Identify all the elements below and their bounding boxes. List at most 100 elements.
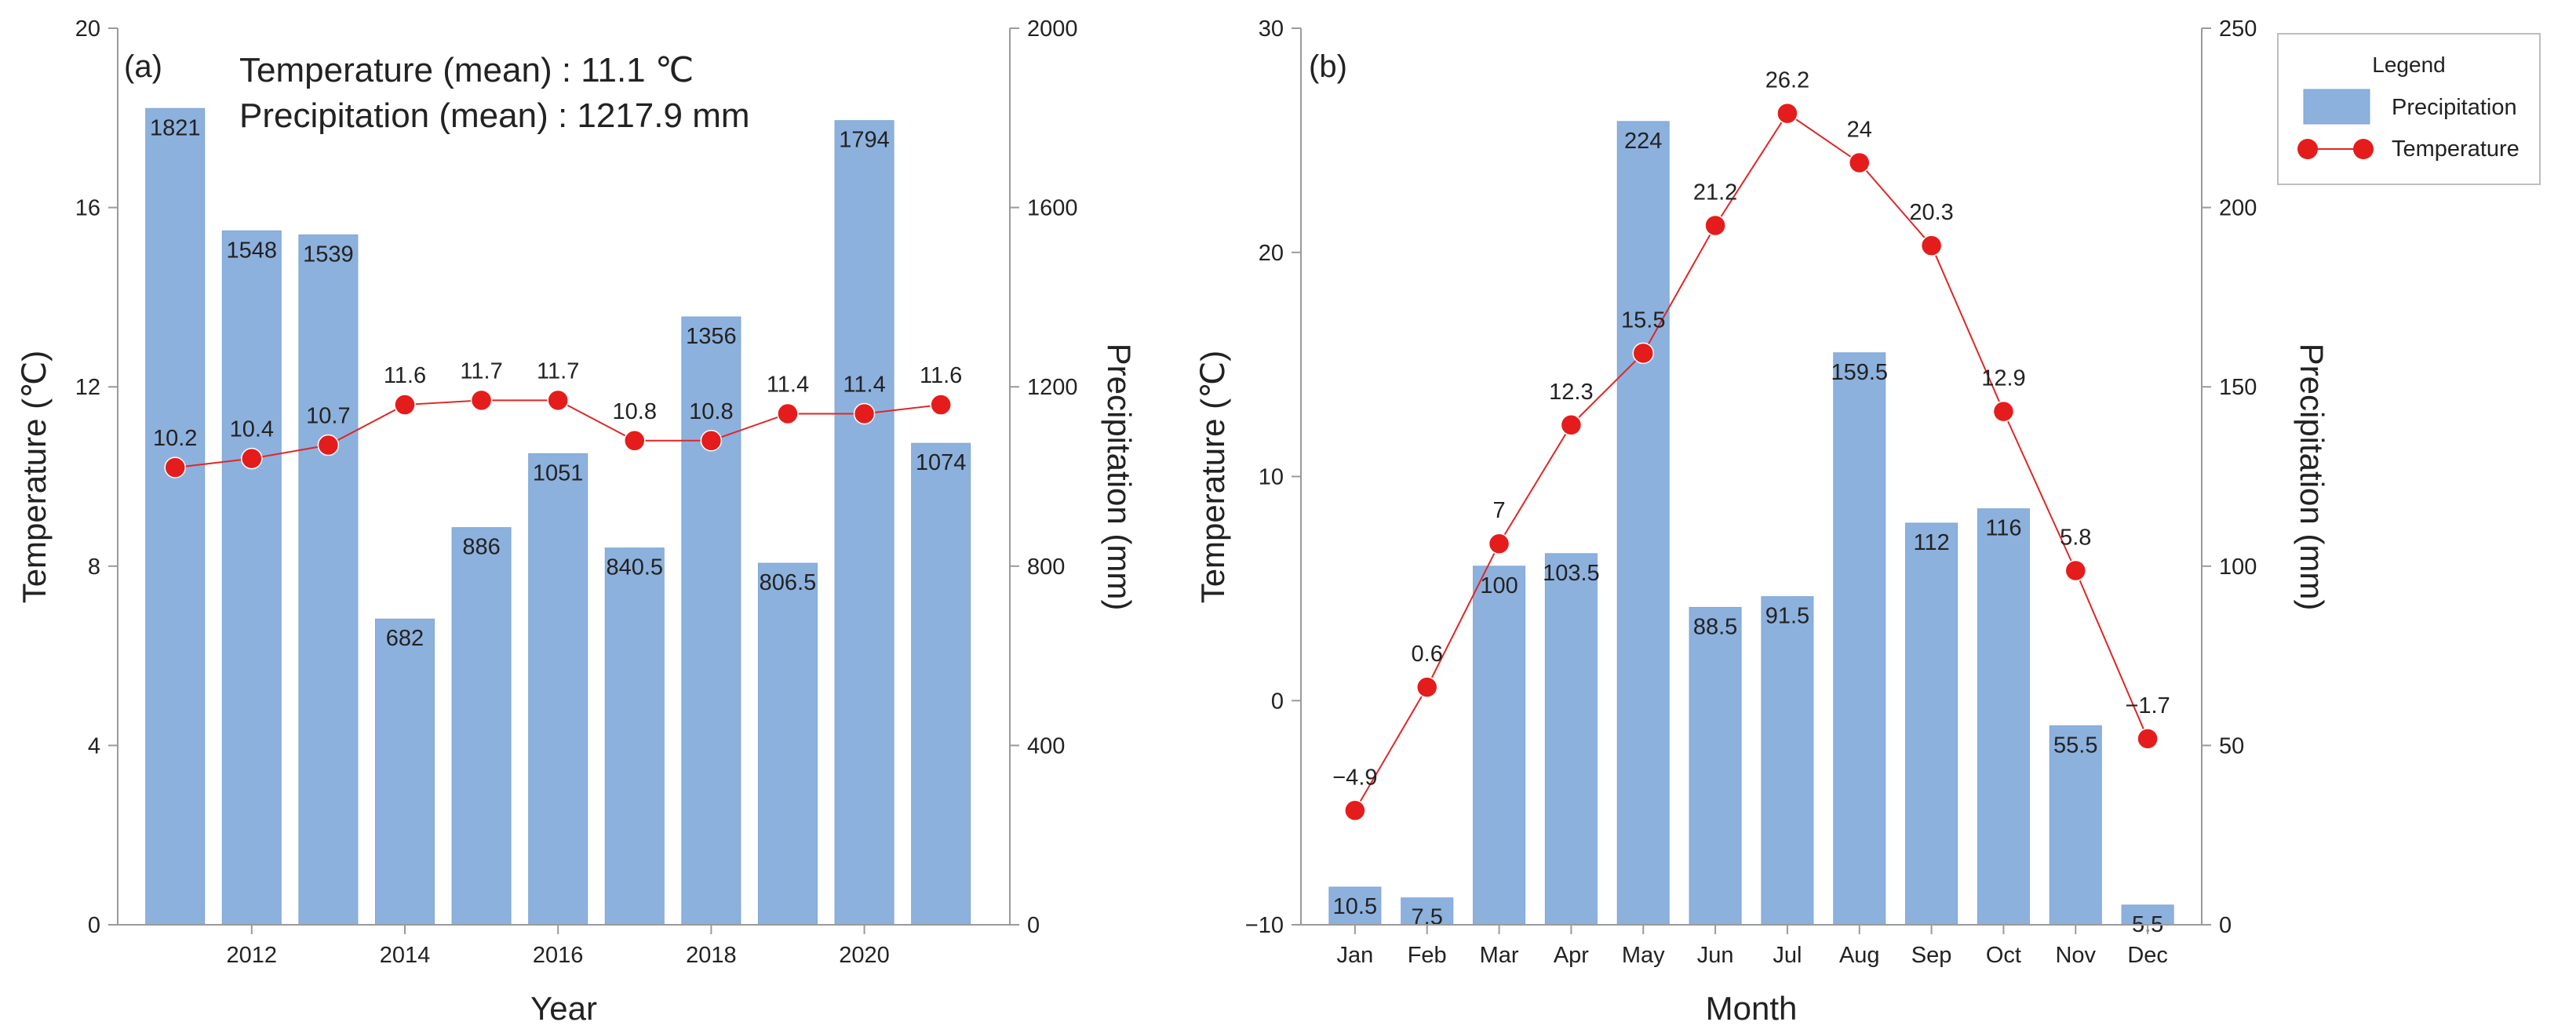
legend-title: Legend [2372,53,2445,77]
left-tick-label: 8 [88,555,100,580]
precip-bar [528,453,588,926]
legend-label-precipitation: Precipitation [2392,95,2517,120]
right-axis-title: Precipitation (mm) [1101,344,1138,611]
right-tick-label: 0 [2219,913,2232,938]
right-tick-label: 200 [2219,196,2257,221]
temperature-label: −4.9 [1332,765,1377,790]
temperature-point [1344,799,1366,822]
precip-bar [145,107,206,926]
temperature-label: 11.6 [384,363,426,388]
precip-bar [1544,553,1598,926]
precip-bar [221,230,282,926]
temperature-label: 26.2 [1765,68,1809,93]
right-tick-label: 250 [2219,16,2257,42]
temperature-label: −1.7 [2125,693,2170,718]
temperature-point [1992,400,2015,423]
precip-bar [1328,886,1382,926]
precip-bar-label: 103.5 [1543,561,1600,586]
temperature-point [853,402,876,425]
precip-bar [374,618,435,926]
precip-bar-label: 840.5 [606,555,663,580]
temperature-point [164,456,186,478]
temperature-label: 10.8 [689,399,733,424]
precip-bar [681,316,741,926]
precip-bar-label: 1794 [839,128,890,153]
left-axis-title: Temperature (℃) [16,351,53,604]
temperature-point [1849,151,1871,174]
x-tick-label: Mar [1480,943,1519,968]
right-tick-label: 800 [1027,555,1065,580]
legend-swatch-temperature-point [2297,139,2318,159]
temperature-point [547,389,569,412]
precip-bar [451,527,512,926]
right-tick-label: 2000 [1027,16,1078,42]
legend-swatch-precipitation [2303,89,2370,125]
left-tick-label: −10 [1245,913,1284,938]
temperature-label: 11.6 [920,363,962,388]
left-axis-title: Temperature (℃) [1194,351,1231,604]
legend: Legend Precipitation Temperature [2277,33,2541,185]
left-tick-label: 12 [75,375,100,400]
mean-precipitation-annotation: Precipitation (mean) : 1217.9 mm [239,96,750,135]
temperature-label: 0.6 [1412,642,1443,667]
precip-bar [2049,725,2102,926]
precip-bar-label: 224 [1624,129,1662,154]
precip-bar [1905,522,1958,926]
temperature-label: 11.4 [843,372,885,397]
precip-bar-label: 159.5 [1831,360,1888,385]
temperature-point [2137,728,2159,750]
temperature-label: 11.7 [537,358,579,384]
precip-bar [911,442,971,926]
panel-label: (a) [124,49,162,84]
temperature-label: 10.4 [230,417,274,442]
left-tick-label: 16 [75,196,100,221]
x-tick-label: 2016 [533,943,584,968]
temperature-point [1704,214,1726,237]
precip-bar-label: 1074 [916,450,967,475]
left-tick-label: 20 [75,16,100,42]
precip-bar-label: 10.5 [1333,894,1377,919]
x-tick-label: Jun [1697,943,1734,968]
x-tick-label: Oct [1986,943,2021,968]
legend-label-temperature: Temperature [2392,136,2520,162]
temperature-label: 20.3 [1909,200,1953,225]
temperature-point [317,434,340,456]
temperature-point [700,430,723,452]
x-tick-label: 2018 [686,943,737,968]
mean-temperature-annotation: Temperature (mean) : 11.1 ℃ [239,51,694,89]
x-tick-label: Aug [1839,943,1880,968]
precip-bar-label: 100 [1480,573,1518,598]
left-tick-label: 10 [1259,465,1284,490]
right-tick-label: 100 [2219,555,2257,580]
precip-bar [2121,904,2174,926]
temperature-line [1354,112,2149,811]
precip-bar-label: 886 [462,535,500,560]
precip-bar-label: 806.5 [760,570,817,595]
x-tick-label: Sep [1911,943,1952,968]
precip-bar-label: 1539 [303,242,354,267]
temperature-label: 12.3 [1549,380,1593,405]
temperature-point [1488,533,1510,555]
precip-bar-label: 1821 [150,115,201,140]
x-tick-label: Feb [1408,943,1447,968]
temperature-label: 24 [1847,117,1872,142]
temperature-point [2064,559,2087,582]
right-tick-label: 1600 [1027,196,1078,221]
x-tick-label: Dec [2127,943,2168,968]
precip-bar-label: 88.5 [1693,614,1737,639]
temperature-point [241,447,263,470]
precip-bar [1616,121,1670,926]
left-tick-label: 20 [1259,241,1284,266]
precip-bar-label: 55.5 [2053,733,2097,758]
right-tick-label: 150 [2219,375,2257,400]
panel-a-chart: 1821 1548 1539 682 886 1051 840.5 1356 806.5 1794… [16,16,1138,1027]
x-tick-label: May [1622,943,1665,968]
left-tick-label: 0 [88,913,100,938]
temperature-label: 5.8 [2060,526,2091,551]
precip-bar-label: 1051 [533,460,584,486]
precip-bar-label: 1548 [227,238,278,263]
temperature-label: 12.9 [1981,366,2025,391]
x-axis-title: Month [1706,990,1798,1027]
